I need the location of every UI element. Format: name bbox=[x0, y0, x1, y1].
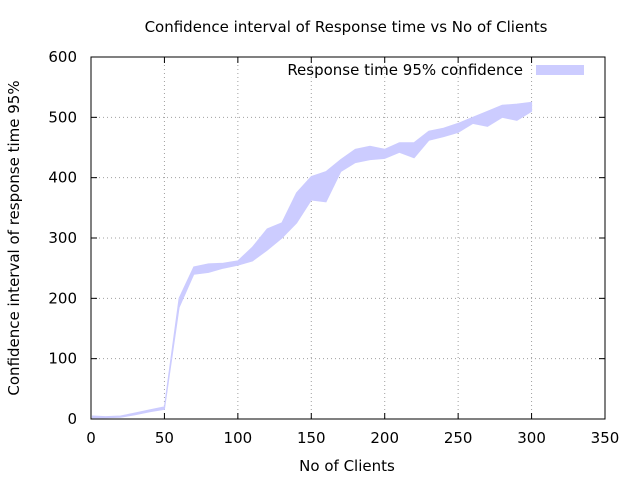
x-tick-label: 350 bbox=[591, 429, 620, 447]
x-tick-labels: 0 50 100 150 200 250 300 350 bbox=[86, 429, 619, 447]
y-tick-label: 300 bbox=[48, 229, 77, 247]
legend-label: Response time 95% confidence bbox=[287, 61, 523, 79]
legend-swatch bbox=[536, 65, 584, 75]
y-tick-label: 200 bbox=[48, 289, 77, 307]
y-tick-label: 600 bbox=[48, 48, 77, 66]
grid bbox=[91, 57, 605, 419]
x-tick-label: 300 bbox=[517, 429, 546, 447]
y-tick-label: 400 bbox=[48, 169, 77, 187]
y-tick-label: 500 bbox=[48, 108, 77, 126]
x-tick-label: 50 bbox=[155, 429, 174, 447]
y-axis-label: Confidence interval of response time 95% bbox=[5, 80, 23, 395]
x-tick-label: 200 bbox=[370, 429, 399, 447]
x-axis-label: No of Clients bbox=[299, 457, 395, 475]
y-tick-label: 100 bbox=[48, 350, 77, 368]
confidence-band bbox=[92, 101, 533, 419]
x-tick-label: 100 bbox=[224, 429, 253, 447]
x-tick-label: 0 bbox=[86, 429, 96, 447]
chart-title: Confidence interval of Response time vs … bbox=[145, 18, 548, 36]
legend: Response time 95% confidence bbox=[287, 61, 584, 79]
x-tick-label: 150 bbox=[297, 429, 326, 447]
series-bands bbox=[92, 101, 533, 419]
x-tick-label: 250 bbox=[444, 429, 473, 447]
y-tick-label: 0 bbox=[67, 410, 77, 428]
axis-ticks bbox=[90, 56, 606, 420]
y-tick-labels: 0 100 200 300 400 500 600 bbox=[48, 48, 77, 428]
